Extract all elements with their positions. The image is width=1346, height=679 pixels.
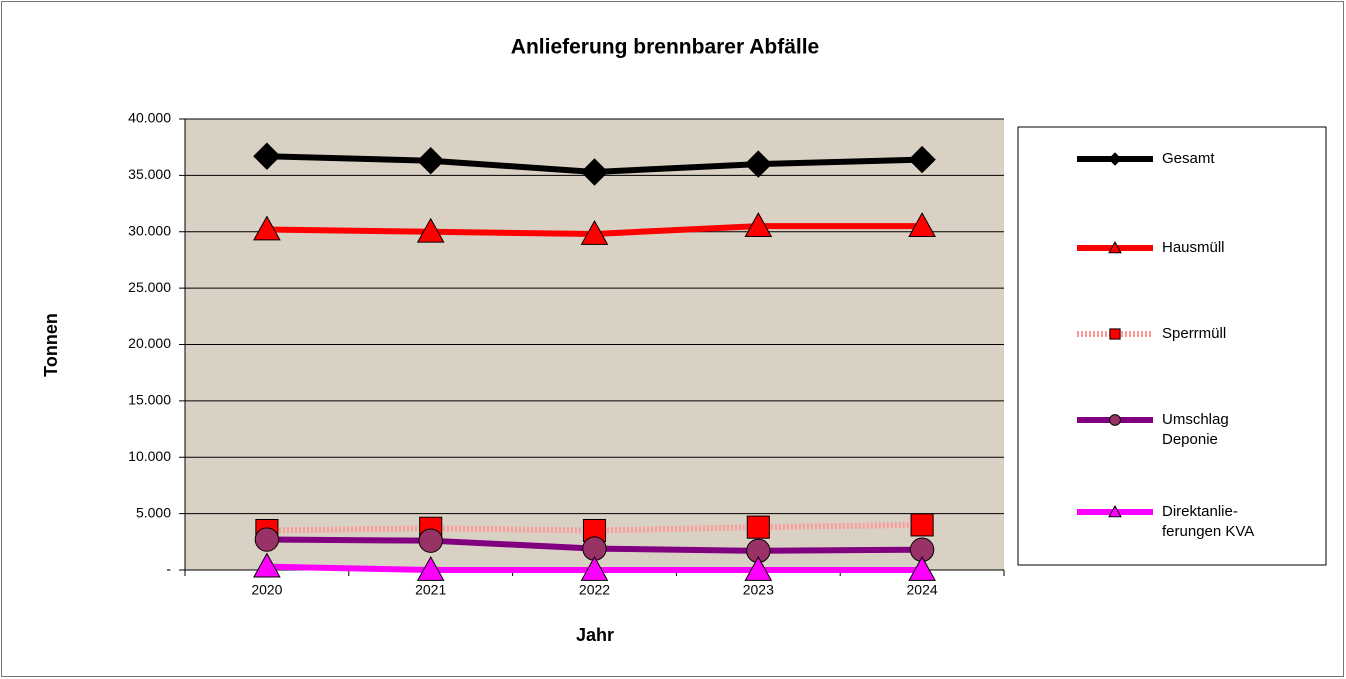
data-point [744,212,773,238]
y-tick-label: 5.000 [136,504,171,520]
x-tick-label: 2021 [415,582,446,598]
data-point [908,145,936,174]
legend-marker [1108,240,1122,254]
legend-marker [1109,414,1121,426]
y-tick-label: 10.000 [128,448,171,464]
data-point [580,158,609,186]
data-point [580,555,609,581]
x-tick-label: 2020 [251,582,282,598]
y-axis-label: Tonnen [41,313,61,377]
data-point [254,527,280,552]
data-point [253,142,281,170]
data-point [580,219,609,245]
data-point [746,515,770,539]
series-line [266,521,923,534]
legend-marker [1108,152,1122,166]
data-point [744,555,773,581]
y-tick-label: - [166,561,171,577]
data-point [418,528,443,553]
y-tick-label: 40.000 [128,110,171,126]
legend-label: Hausmüll [1162,239,1225,256]
data-point [910,513,934,537]
legend-label: Umschlag Deponie [1162,411,1229,448]
legend-box [1017,126,1327,566]
data-point [908,555,936,581]
y-tick-label: 20.000 [128,335,171,351]
legend-label: Direktanlie-ferungen KVA [1162,503,1255,540]
legend-label: Sperrmüll [1162,325,1227,342]
data-point [416,555,445,581]
data-point [253,215,281,241]
x-axis-label: Jahr [576,625,614,645]
x-tick-label: 2024 [907,582,938,598]
data-point [416,147,445,175]
y-tick-label: 30.000 [128,222,171,238]
y-tick-label: 35.000 [128,166,171,182]
data-point [416,217,445,243]
legend-label: Gesamt [1162,150,1215,167]
x-tick-label: 2023 [743,582,774,598]
data-point [908,212,936,238]
legend-marker [1109,328,1121,340]
y-tick-label: 25.000 [128,279,171,295]
data-point [744,150,773,178]
legend-marker [1108,504,1122,518]
x-tick-label: 2022 [579,582,610,598]
y-tick-label: 15.000 [128,392,171,408]
data-point [253,552,281,578]
chart-title: Anlieferung brennbarer Abfälle [511,36,819,59]
